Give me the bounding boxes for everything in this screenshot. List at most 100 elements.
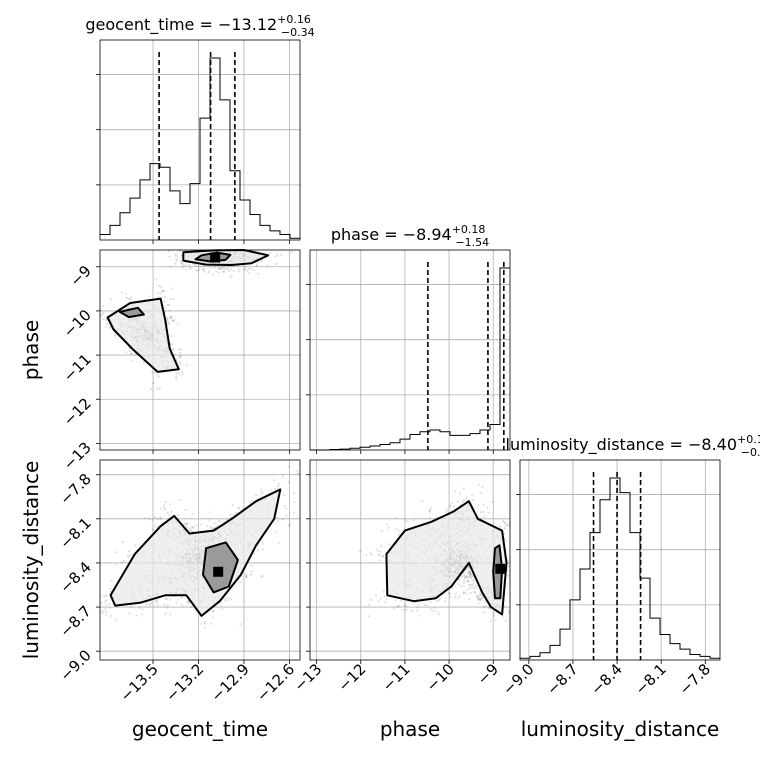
- sample-point: [378, 559, 381, 562]
- sample-point: [108, 607, 111, 610]
- sample-point: [418, 614, 421, 617]
- sample-point: [104, 595, 107, 598]
- sample-point: [379, 597, 382, 600]
- sample-point: [462, 574, 466, 577]
- sample-point: [169, 297, 172, 301]
- sample-point: [285, 514, 288, 518]
- sample-point: [484, 600, 487, 603]
- sample-point: [477, 596, 480, 599]
- sample-point: [396, 605, 399, 608]
- sample-point: [177, 372, 180, 375]
- sample-point: [208, 511, 212, 514]
- sample-point: [468, 583, 471, 587]
- sample-point: [466, 571, 469, 575]
- sample-point: [462, 571, 465, 574]
- sample-point: [261, 491, 264, 494]
- sample-point: [128, 298, 132, 301]
- xtick-label-phase-0: −13: [290, 660, 325, 695]
- sample-point: [217, 519, 220, 522]
- sample-point: [459, 585, 462, 588]
- sample-point: [481, 596, 484, 599]
- sample-point: [148, 517, 151, 520]
- ytick-label-phase-4: −9: [66, 262, 94, 290]
- sample-point: [109, 590, 112, 593]
- sample-point: [477, 598, 480, 602]
- sample-point: [470, 573, 473, 576]
- sample-point: [168, 598, 172, 601]
- sample-point: [115, 563, 118, 566]
- sample-point: [167, 321, 170, 324]
- sample-point: [175, 358, 178, 361]
- sample-point: [454, 595, 457, 598]
- sample-point: [477, 602, 480, 605]
- sample-point: [217, 271, 220, 274]
- sample-point: [505, 524, 508, 527]
- sample-point: [125, 351, 128, 354]
- sample-point: [113, 334, 116, 337]
- sample-point: [148, 295, 151, 298]
- sample-point: [169, 266, 172, 269]
- sample-point: [250, 570, 253, 573]
- sample-point: [180, 262, 184, 265]
- scatter-panel-2-frame: [309, 459, 511, 661]
- sample-point: [503, 526, 506, 529]
- sample-point: [482, 503, 485, 506]
- sample-point: [184, 508, 187, 511]
- sample-point: [448, 591, 451, 594]
- sample-point: [468, 571, 471, 574]
- sample-point: [141, 608, 144, 611]
- sample-point: [99, 314, 103, 317]
- hist-panel-phase-background: [310, 250, 510, 450]
- sample-point: [275, 516, 279, 519]
- hist-panel-geocent_time-frame: [99, 39, 301, 241]
- sample-point: [377, 550, 380, 553]
- sample-point: [358, 549, 362, 553]
- sample-point: [156, 292, 159, 295]
- sample-point: [503, 521, 506, 524]
- sample-point: [190, 605, 193, 608]
- sample-point: [172, 319, 175, 322]
- sample-point: [210, 266, 213, 269]
- sample-point: [143, 517, 146, 520]
- sample-point: [491, 500, 494, 504]
- sample-point: [462, 498, 466, 501]
- sample-point: [506, 559, 509, 562]
- sample-point: [178, 355, 181, 358]
- sample-point: [383, 595, 386, 598]
- sample-point: [202, 265, 205, 268]
- sample-point: [488, 511, 491, 514]
- sample-point: [249, 267, 252, 270]
- sample-point: [395, 528, 398, 531]
- sample-point: [250, 564, 253, 567]
- sample-point: [445, 508, 448, 511]
- sample-point: [468, 571, 471, 574]
- sample-point: [394, 599, 397, 602]
- sample-point: [448, 592, 451, 595]
- sample-point: [167, 322, 170, 325]
- contour-inner-0-1: [118, 306, 145, 319]
- sample-point: [369, 552, 372, 555]
- sample-point: [276, 253, 279, 256]
- sample-point: [229, 513, 232, 516]
- sample-point: [164, 612, 167, 615]
- sample-point: [222, 266, 225, 269]
- sample-point: [156, 517, 159, 520]
- sample-point: [182, 522, 185, 525]
- sample-point: [297, 472, 300, 475]
- sample-point: [380, 529, 383, 533]
- sample-point: [190, 525, 193, 528]
- sample-point: [208, 519, 211, 522]
- sample-point: [375, 548, 378, 551]
- sample-point: [405, 605, 408, 608]
- sample-point: [385, 523, 388, 526]
- sample-point: [162, 290, 165, 293]
- sample-point: [210, 527, 213, 530]
- title-plus: +0.18: [452, 223, 486, 236]
- sample-point: [227, 599, 230, 602]
- sample-point: [102, 304, 105, 308]
- sample-point: [184, 522, 187, 526]
- sample-point: [174, 253, 178, 256]
- sample-point: [104, 610, 107, 613]
- sample-point: [146, 603, 149, 606]
- sample-point: [256, 272, 260, 275]
